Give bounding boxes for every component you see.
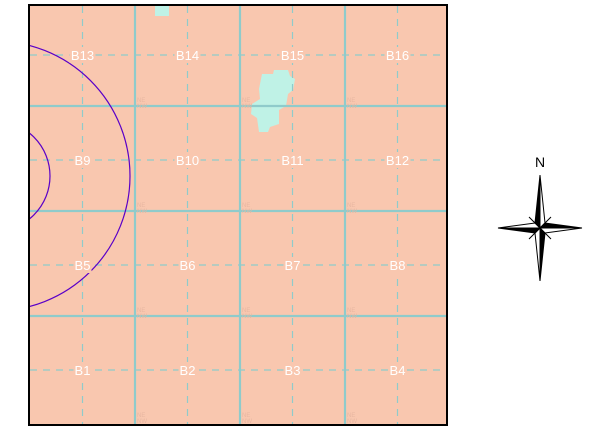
grid-corner-mark: NE	[242, 413, 250, 419]
grid-corner-mark: NE	[242, 308, 250, 314]
block-label-text: B5	[75, 258, 91, 273]
block-label-text: B1	[75, 363, 91, 378]
water-bodies	[155, 6, 295, 132]
block-label-bg	[174, 152, 201, 168]
block-label: B9	[73, 152, 92, 168]
block-label-text: B10	[176, 153, 199, 168]
block-label: B16	[384, 47, 411, 63]
block-label-bg	[178, 362, 197, 378]
map-frame[interactable]: NE NW NE NW NE NW NE NW NE NW NE NW NE NW NE NW NE NW NE NW…	[28, 4, 448, 426]
block-label: B7	[283, 257, 302, 273]
grid-corner-mark: NE	[137, 203, 145, 209]
water-body-north	[155, 6, 169, 16]
block-label-bg	[283, 257, 302, 273]
block-label: B13	[69, 47, 96, 63]
range-ring-outer	[30, 45, 131, 307]
grid-corner-mark: NW	[347, 314, 357, 320]
grid-lines-major	[30, 6, 446, 424]
block-label-text: B12	[386, 153, 409, 168]
block-label: B4	[388, 362, 407, 378]
block-label-text: B3	[285, 363, 301, 378]
block-label-text: B13	[71, 48, 94, 63]
grid-corner-mark: NE	[242, 98, 250, 104]
block-label-bg	[73, 152, 92, 168]
block-label: B6	[178, 257, 197, 273]
block-label: B1	[73, 362, 92, 378]
block-label-text: B8	[390, 258, 406, 273]
block-label-bg	[174, 47, 201, 63]
grid-corner-mark: NW	[137, 209, 147, 215]
grid-corner-mark: NW	[242, 209, 252, 215]
block-label: B5	[73, 257, 92, 273]
grid-corner-mark: NE	[137, 98, 145, 104]
grid-corner-mark: NE	[137, 413, 145, 419]
block-label: B2	[178, 362, 197, 378]
block-label: B8	[388, 257, 407, 273]
block-label-text: B4	[390, 363, 406, 378]
compass-rose: N	[495, 150, 585, 285]
block-label-text: B16	[386, 48, 409, 63]
grid-corner-mark: NW	[137, 419, 147, 424]
block-label: B12	[384, 152, 411, 168]
grid-corner-mark: NW	[137, 104, 147, 110]
grid-corner-mark: NW	[347, 104, 357, 110]
block-label-text: B14	[176, 48, 199, 63]
grid-corner-mark: NE	[347, 413, 355, 419]
grid-corner-mark: NW	[347, 209, 357, 215]
block-label-bg	[384, 47, 411, 63]
range-ring-inner	[30, 132, 51, 220]
block-label-text: B9	[75, 153, 91, 168]
grid-corner-mark: NW	[347, 419, 357, 424]
block-label-bg	[73, 257, 92, 273]
block-label-bg	[283, 362, 302, 378]
block-labels: B13 B14 B15 B16 B9 B10 B11 B12 B5 B6 B7 B8 B1 B2 B3 B4	[69, 47, 411, 378]
block-label: B3	[283, 362, 302, 378]
land-area	[30, 6, 446, 424]
grid-corner-mark: NE	[242, 203, 250, 209]
grid-corner-marks: NENWNENWNENWNENWNENWNENWNENWNENWNENWNENW…	[137, 98, 357, 424]
grid-corner-mark: NW	[242, 419, 252, 424]
block-label-text: B2	[180, 363, 196, 378]
block-label: B10	[174, 152, 201, 168]
map-canvas: NENWNENWNENWNENWNENWNENWNENWNENWNENWNENW…	[30, 6, 446, 424]
block-label: B11	[279, 152, 306, 168]
block-label-bg	[388, 362, 407, 378]
block-label-bg	[388, 257, 407, 273]
block-label: B15	[279, 47, 306, 63]
block-label-bg	[73, 362, 92, 378]
block-label-text: B15	[281, 48, 304, 63]
grid-corner-mark: NE	[347, 98, 355, 104]
water-body-pond	[251, 70, 295, 132]
block-label-bg	[279, 152, 306, 168]
compass-star-icon	[497, 174, 583, 282]
grid-corner-mark: NE	[347, 203, 355, 209]
grid-corner-mark: NE	[137, 308, 145, 314]
block-label: B14	[174, 47, 201, 63]
block-label-bg	[69, 47, 96, 63]
block-label-text: B7	[285, 258, 301, 273]
grid-corner-mark: NW	[242, 314, 252, 320]
block-label-bg	[279, 47, 306, 63]
compass-north-label: N	[535, 154, 545, 170]
grid-lines-minor	[30, 6, 446, 424]
grid-corner-mark: NW	[242, 104, 252, 110]
block-label-text: B6	[180, 258, 196, 273]
grid-corner-mark: NE	[347, 308, 355, 314]
block-label-bg	[178, 257, 197, 273]
block-label-text: B11	[281, 153, 303, 168]
block-label-bg	[384, 152, 411, 168]
grid-corner-mark: NW	[137, 314, 147, 320]
range-rings	[30, 45, 131, 307]
